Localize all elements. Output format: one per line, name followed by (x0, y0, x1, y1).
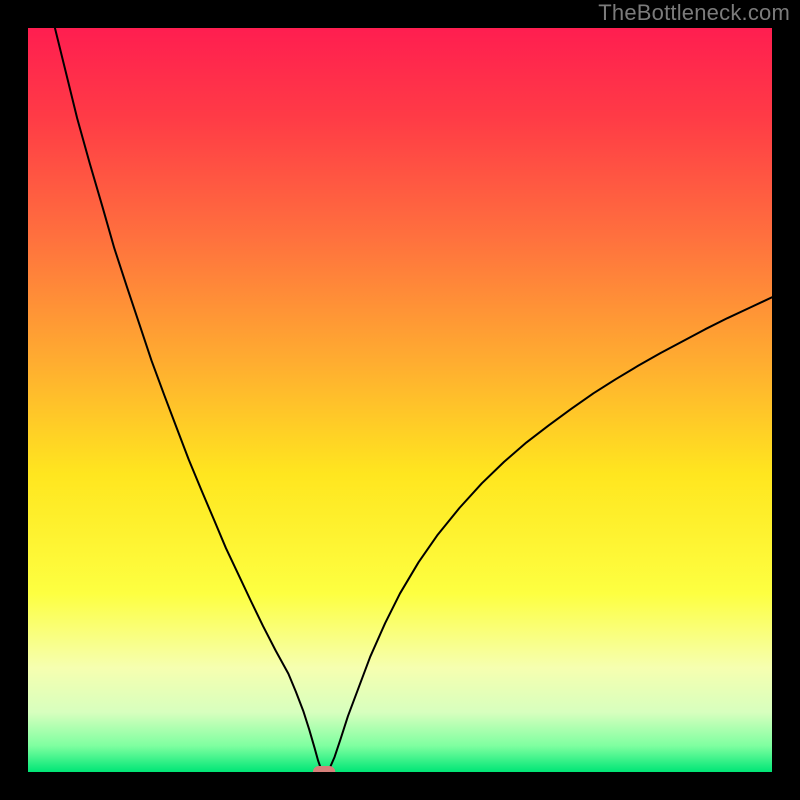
chart-frame: TheBottleneck.com (0, 0, 800, 800)
bottleneck-chart (28, 28, 772, 772)
min-marker (313, 766, 335, 772)
watermark-text: TheBottleneck.com (598, 0, 790, 26)
